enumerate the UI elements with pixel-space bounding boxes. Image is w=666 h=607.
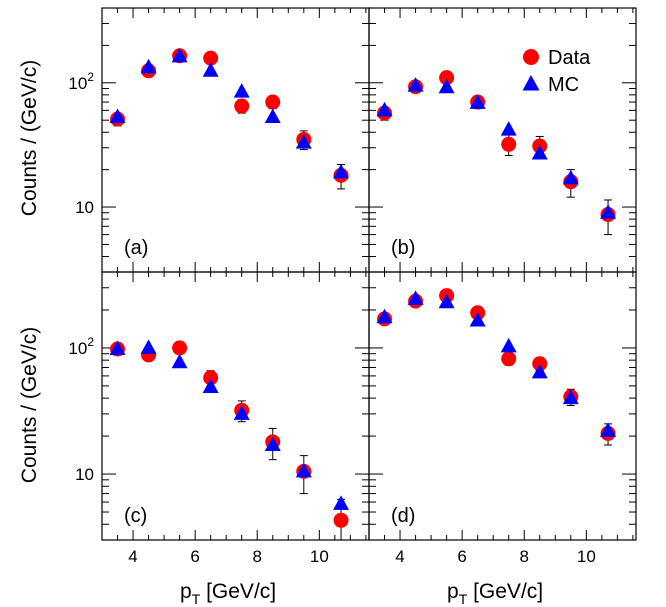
data-point bbox=[333, 512, 349, 528]
x-tick-label: 8 bbox=[519, 547, 528, 566]
mc-point bbox=[109, 340, 126, 356]
panel-frame bbox=[368, 7, 637, 273]
mc-point bbox=[500, 337, 517, 353]
x-tick-label: 4 bbox=[395, 547, 404, 566]
x-axis-title-unit: [GeV/c] bbox=[467, 580, 543, 603]
legend-label: MC bbox=[548, 74, 579, 96]
mc-point bbox=[469, 94, 486, 109]
mc-point bbox=[264, 108, 281, 124]
y-tick-label-base: 10 bbox=[68, 339, 87, 358]
legend-label: Data bbox=[548, 47, 591, 69]
data-point bbox=[532, 356, 548, 372]
x-axis-title-main: p bbox=[180, 580, 192, 603]
y-tick-label-base: 10 bbox=[75, 465, 94, 484]
x-tick-label: 8 bbox=[252, 547, 261, 566]
mc-point bbox=[500, 121, 517, 136]
mc-point bbox=[233, 405, 250, 420]
x-axis-title-sub: T bbox=[192, 591, 201, 607]
panel-label: (b) bbox=[391, 237, 415, 259]
y-tick-label: 10 bbox=[75, 198, 94, 217]
x-tick-label: 4 bbox=[128, 547, 137, 566]
y-tick-label-base: 10 bbox=[68, 74, 87, 93]
panel-frame bbox=[368, 271, 637, 541]
x-axis-title-main: p bbox=[447, 580, 459, 603]
data-point bbox=[172, 340, 188, 356]
x-tick-label: 10 bbox=[577, 547, 596, 566]
legend-entry-mc: MC bbox=[522, 74, 579, 96]
mc-point bbox=[407, 77, 424, 92]
mc-point bbox=[531, 144, 548, 160]
mc-point bbox=[202, 62, 219, 77]
data-point bbox=[501, 136, 517, 152]
legend-marker-circle bbox=[523, 49, 539, 65]
y-axis-title: Counts / (GeV/c) bbox=[18, 327, 41, 483]
mc-point bbox=[295, 134, 312, 149]
x-axis-title: pT [GeV/c] bbox=[447, 580, 543, 607]
mc-point bbox=[264, 436, 281, 451]
legend-marker-triangle bbox=[522, 75, 540, 91]
mc-point bbox=[295, 462, 312, 478]
y-tick-label: 10 bbox=[75, 465, 94, 484]
mc-point bbox=[600, 422, 617, 437]
panel-b: (b) bbox=[368, 7, 637, 273]
y-tick-label: 102 bbox=[68, 70, 94, 93]
mc-point bbox=[171, 47, 188, 63]
y-axis-title: Counts / (GeV/c) bbox=[18, 60, 41, 216]
data-point bbox=[265, 94, 281, 110]
data-point bbox=[203, 50, 219, 66]
mc-point bbox=[140, 58, 157, 74]
panel-frame bbox=[101, 7, 370, 273]
y-tick-label-exp: 2 bbox=[87, 70, 94, 84]
panel-label: (c) bbox=[124, 505, 147, 527]
y-tick-label: 102 bbox=[68, 335, 94, 358]
mc-point bbox=[171, 353, 188, 369]
panel-frame bbox=[101, 271, 370, 541]
mc-point bbox=[376, 101, 393, 117]
mc-point bbox=[202, 378, 219, 394]
x-tick-label: 10 bbox=[310, 547, 329, 566]
x-axis-title-sub: T bbox=[459, 591, 468, 607]
panel-label: (d) bbox=[391, 505, 415, 527]
axis-titles: Counts / (GeV/c) Counts / (GeV/c) pT [Ge… bbox=[18, 60, 543, 607]
mc-point bbox=[140, 339, 157, 354]
mc-point bbox=[438, 293, 455, 309]
data-point bbox=[203, 370, 219, 386]
mc-point bbox=[333, 163, 350, 179]
x-tick-label: 6 bbox=[457, 547, 466, 566]
x-axis-title: pT [GeV/c] bbox=[180, 580, 276, 607]
x-tick-label: 6 bbox=[190, 547, 199, 566]
y-tick-label-base: 10 bbox=[75, 198, 94, 217]
mc-point bbox=[438, 78, 455, 94]
mc-point bbox=[600, 204, 617, 219]
legend: Data MC bbox=[522, 47, 591, 96]
x-axis-title-unit: [GeV/c] bbox=[200, 580, 276, 603]
mc-point bbox=[562, 169, 579, 185]
data-point bbox=[439, 70, 455, 86]
mc-point bbox=[333, 495, 350, 510]
mc-point bbox=[109, 108, 126, 124]
panel-d: 4 6 8 10 (d) bbox=[368, 271, 637, 566]
panel-label: (a) bbox=[124, 237, 148, 259]
y-tick-label-exp: 2 bbox=[87, 335, 94, 349]
mc-point bbox=[407, 290, 424, 305]
data-point bbox=[501, 351, 517, 367]
mc-point bbox=[376, 308, 393, 324]
mc-point bbox=[233, 83, 250, 98]
mc-point bbox=[531, 363, 548, 379]
data-point bbox=[234, 98, 250, 114]
mc-point bbox=[562, 389, 579, 405]
mc-point bbox=[469, 312, 486, 327]
legend-entry-data: Data bbox=[523, 47, 591, 69]
